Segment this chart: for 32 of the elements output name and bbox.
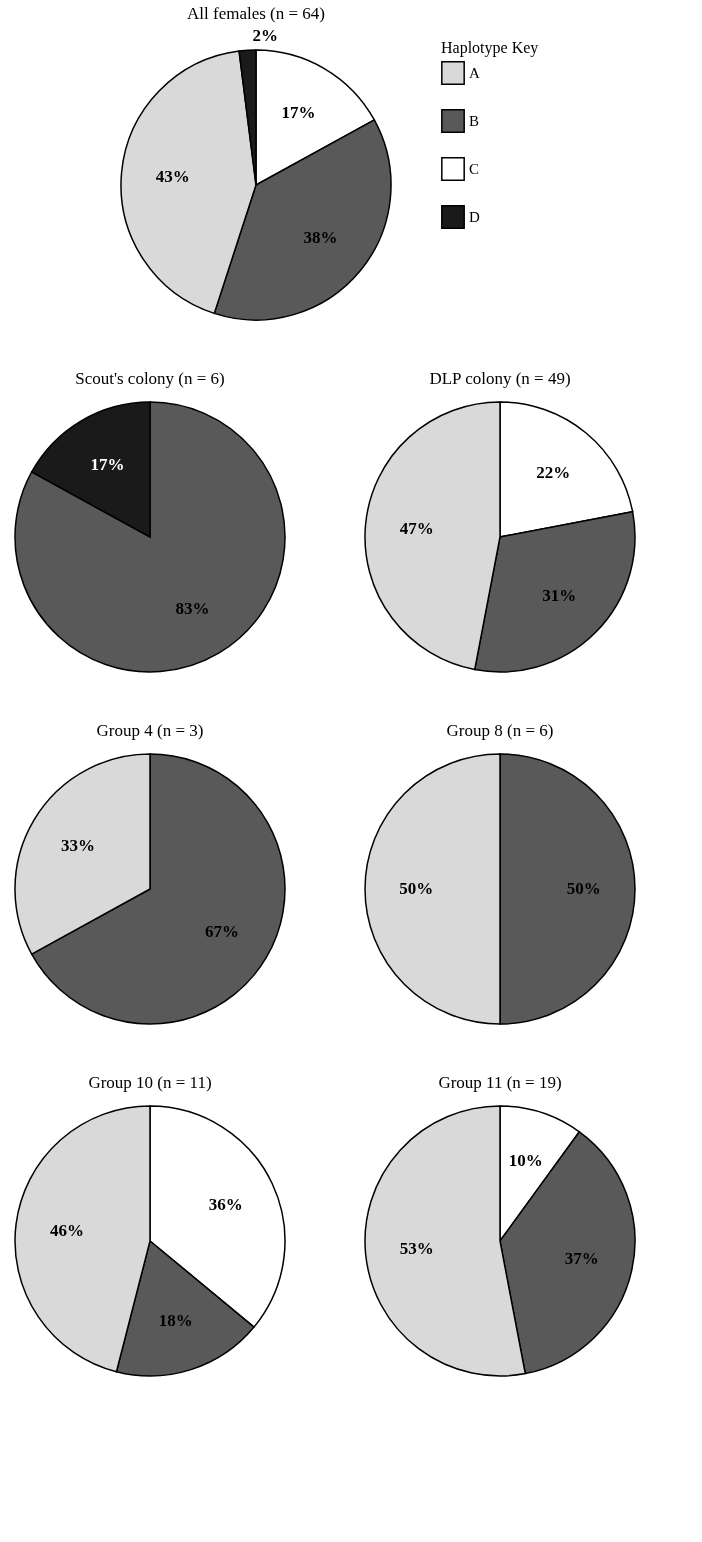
chart-title: Group 8 (n = 6) xyxy=(446,721,554,740)
data-label: 53% xyxy=(399,1238,434,1258)
legend-label: C xyxy=(469,161,480,177)
data-label: 46% xyxy=(49,1220,84,1240)
data-label: 17% xyxy=(281,102,316,122)
data-label: 38% xyxy=(303,228,338,248)
data-label: 43% xyxy=(155,167,190,187)
data-label: 10% xyxy=(508,1151,543,1171)
chart-title: DLP colony (n = 49) xyxy=(429,369,571,388)
data-label: 2% xyxy=(252,26,279,46)
data-label: 67% xyxy=(205,921,240,941)
legend-label: B xyxy=(469,113,480,129)
data-label: 37% xyxy=(564,1249,599,1269)
data-label: 50% xyxy=(399,879,434,898)
data-label: 22% xyxy=(536,462,571,482)
legend-label: A xyxy=(469,65,480,81)
chart-title: All females (n = 64) xyxy=(187,4,325,24)
data-label: 36% xyxy=(208,1195,243,1215)
data-label: 33% xyxy=(60,836,95,856)
data-label: 50% xyxy=(566,879,601,898)
legend-title: Haplotype Key xyxy=(441,39,539,57)
chart-title: Group 11 (n = 19) xyxy=(438,1073,562,1092)
data-label: 83% xyxy=(175,599,210,619)
chart-title: Group 4 (n = 3) xyxy=(96,721,204,740)
chart-title: Scout's colony (n = 6) xyxy=(75,369,225,388)
data-label: 47% xyxy=(399,519,434,539)
data-label: 31% xyxy=(542,586,577,606)
legend-label: D xyxy=(469,209,480,225)
data-label: 17% xyxy=(90,454,125,474)
data-label: 18% xyxy=(158,1310,193,1330)
chart-title: Group 10 (n = 11) xyxy=(88,1073,212,1092)
pie-slice xyxy=(14,401,286,673)
